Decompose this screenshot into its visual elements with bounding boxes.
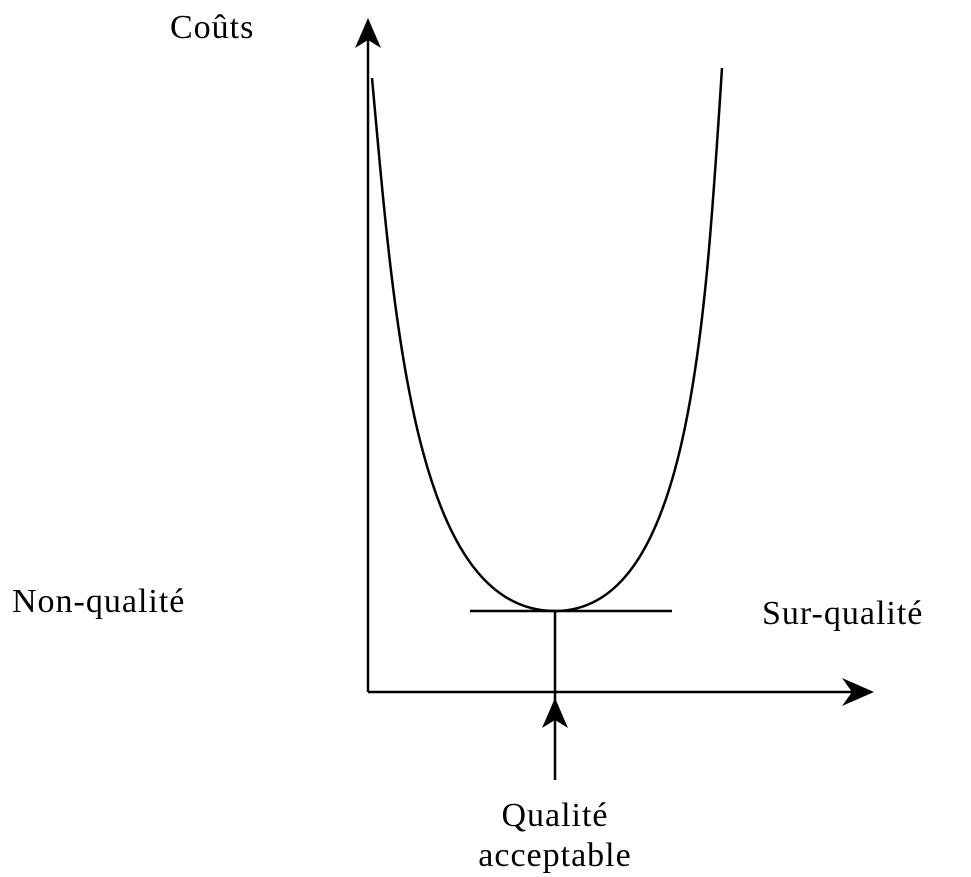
x-axis-arrow	[842, 678, 874, 706]
bottom-label: Qualité	[501, 797, 608, 834]
bottom-label: acceptable	[478, 837, 631, 874]
cost-curve	[370, 67, 724, 613]
left-label: Non-qualité	[12, 583, 185, 620]
y-axis-arrow	[355, 18, 381, 48]
optimum-arrow	[542, 698, 568, 728]
right-label: Sur-qualité	[762, 595, 923, 632]
y-axis-label: Coûts	[170, 9, 254, 46]
